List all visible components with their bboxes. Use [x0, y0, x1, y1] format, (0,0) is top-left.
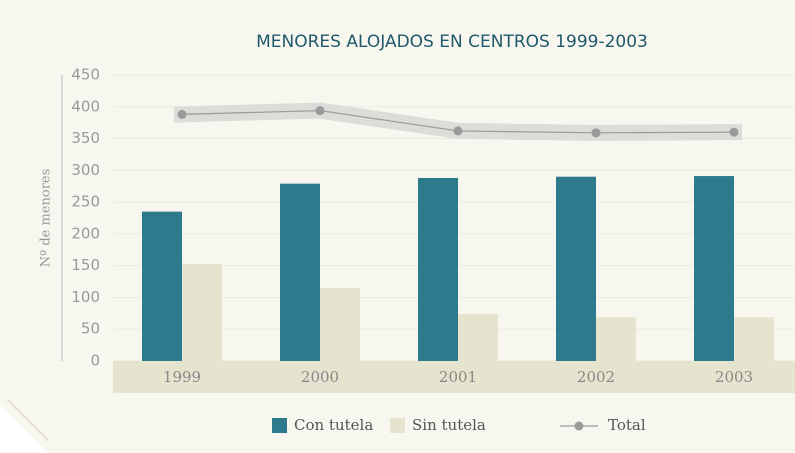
- bar: [556, 176, 596, 361]
- bar: [734, 317, 774, 361]
- line-point: [315, 106, 325, 116]
- line-point: [453, 126, 463, 136]
- legend-label: Sin tutela: [412, 416, 486, 434]
- legend-label: Con tutela: [294, 416, 373, 434]
- bar: [320, 287, 360, 361]
- bar: [142, 211, 182, 361]
- legend-dot: [574, 421, 584, 431]
- bar: [694, 176, 734, 361]
- x-tick-label: 2003: [715, 368, 753, 386]
- y-tick-label: 250: [71, 193, 100, 211]
- line-point: [729, 127, 739, 137]
- bar: [182, 263, 222, 361]
- x-tick-label: 1999: [163, 368, 201, 386]
- y-tick-label: 100: [71, 288, 100, 306]
- y-tick-label: 450: [71, 66, 100, 84]
- y-tick-label: 50: [81, 320, 100, 338]
- line-point: [591, 128, 601, 138]
- y-tick-label: 300: [71, 161, 100, 179]
- x-tick-label: 2001: [439, 368, 477, 386]
- bar: [280, 183, 320, 361]
- bar: [596, 317, 636, 361]
- y-tick-label: 350: [71, 129, 100, 147]
- legend-swatch: [272, 418, 287, 433]
- y-tick-label: 0: [90, 352, 100, 370]
- y-tick-label: 400: [71, 97, 100, 115]
- chart-title: MENORES ALOJADOS EN CENTROS 1999-2003: [256, 32, 648, 52]
- bar: [458, 313, 498, 361]
- y-tick-label: 200: [71, 224, 100, 242]
- y-tick-label: 150: [71, 256, 100, 274]
- legend-swatch: [390, 418, 405, 433]
- fold: [7, 399, 49, 441]
- x-axis-band: [113, 361, 795, 393]
- x-tick-label: 2002: [577, 368, 615, 386]
- x-tick-label: 2000: [301, 368, 339, 386]
- bar: [418, 177, 458, 361]
- line-point: [177, 109, 187, 119]
- legend-label: Total: [608, 416, 646, 434]
- y-axis-label: Nº de menores: [39, 169, 54, 268]
